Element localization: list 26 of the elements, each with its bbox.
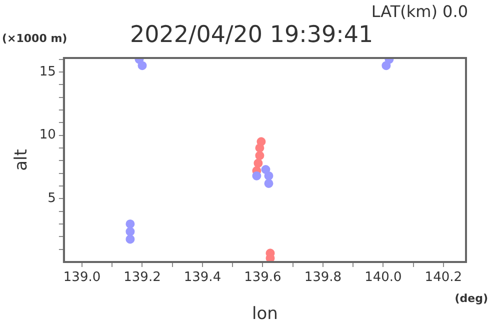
point <box>254 158 263 168</box>
text: LAT(km) 0.0 <box>371 2 468 21</box>
x-tick-label: 139.4 <box>184 270 222 286</box>
x-axis-title: lon <box>252 304 278 324</box>
point <box>126 219 135 228</box>
point <box>138 61 147 70</box>
x-tick-label: 140.2 <box>424 270 462 286</box>
x-tick-label: 139.0 <box>63 270 101 286</box>
point <box>252 171 262 180</box>
x-tick-label: 140.0 <box>364 270 402 286</box>
point <box>264 178 274 188</box>
point <box>256 137 266 146</box>
x-tick-label: 139.8 <box>304 270 342 286</box>
point <box>126 234 135 244</box>
x-tick-label: 139.6 <box>244 270 282 286</box>
x-tick-label: 139.2 <box>124 270 161 286</box>
point <box>255 151 264 160</box>
text: (×1000 m) <box>2 32 68 45</box>
text: (deg) <box>454 292 488 305</box>
point <box>126 227 135 236</box>
chart-title: 2022/04/20 19:39:41 <box>130 22 374 48</box>
y-tick-label: 5 <box>48 191 56 206</box>
point <box>264 171 274 180</box>
y-tick-label: 15 <box>39 64 56 80</box>
y-tick-label: 10 <box>39 128 56 143</box>
y-axis-title: alt <box>12 148 32 171</box>
